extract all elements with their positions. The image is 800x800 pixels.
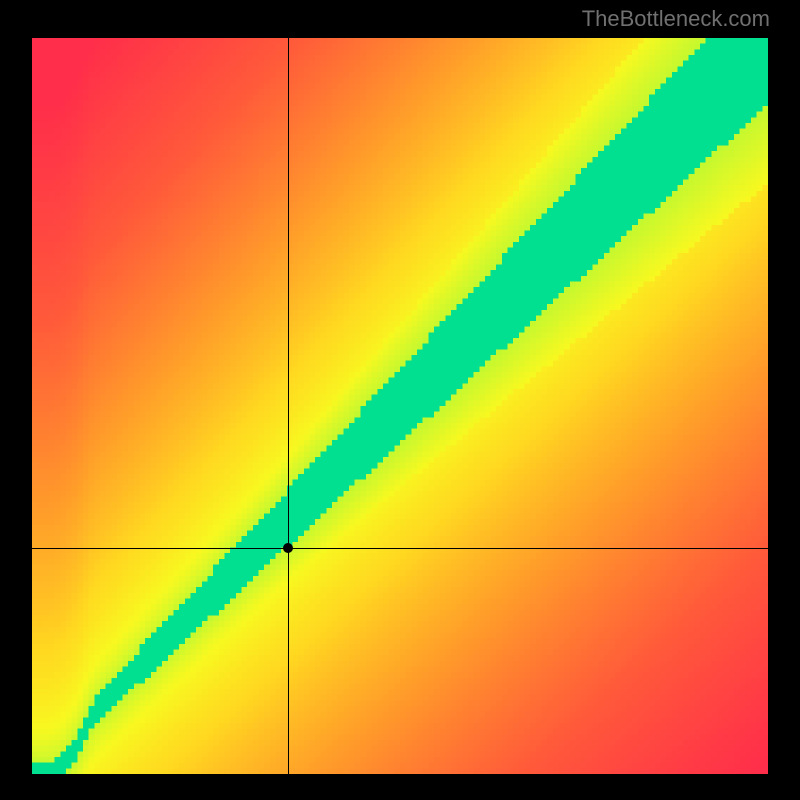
heatmap-plot <box>32 38 768 774</box>
crosshair-marker-dot <box>283 543 293 553</box>
heatmap-canvas <box>32 38 768 774</box>
watermark-text: TheBottleneck.com <box>582 6 770 32</box>
crosshair-horizontal <box>32 548 768 549</box>
crosshair-vertical <box>288 38 289 774</box>
